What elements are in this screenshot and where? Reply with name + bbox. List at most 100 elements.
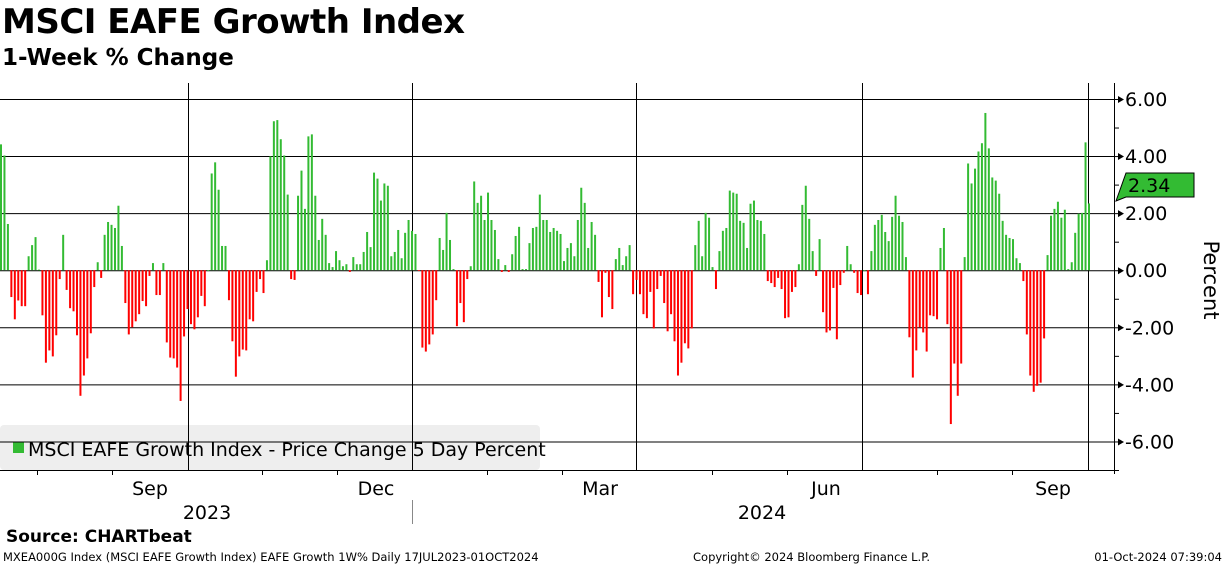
y-tick-arrow: [1118, 210, 1124, 218]
bar: [345, 264, 348, 271]
bar: [172, 270, 175, 359]
bar: [72, 270, 75, 312]
bar: [373, 172, 376, 271]
bar: [562, 261, 565, 271]
bar: [687, 270, 690, 349]
bar: [535, 226, 538, 271]
bar: [41, 270, 44, 316]
bar: [880, 214, 883, 271]
last-value-label: 2.34: [1128, 175, 1170, 197]
bar: [438, 237, 441, 271]
bar: [701, 256, 704, 271]
bar: [276, 120, 279, 271]
bar: [145, 270, 148, 307]
bar: [787, 270, 790, 318]
bar: [860, 270, 863, 296]
year-label: 2023: [183, 502, 231, 524]
bar: [663, 270, 666, 304]
bar: [1012, 239, 1015, 271]
bar: [221, 245, 224, 271]
bar: [341, 266, 344, 271]
bar: [839, 270, 842, 286]
bar: [65, 270, 68, 290]
bar: [352, 257, 355, 271]
bars: [0, 112, 1090, 425]
bar: [704, 212, 707, 271]
bar: [214, 162, 217, 271]
bar: [984, 112, 987, 271]
bar: [428, 270, 431, 345]
bar: [307, 136, 310, 271]
bar: [1032, 270, 1035, 392]
bar: [987, 148, 990, 271]
bar: [621, 265, 624, 271]
bar: [607, 270, 610, 298]
chart-title: MSCI EAFE Growth Index: [2, 2, 465, 42]
bar: [556, 230, 559, 271]
bar: [231, 270, 234, 342]
bar: [93, 270, 96, 288]
bar: [898, 215, 901, 271]
bar: [189, 270, 192, 325]
bar: [324, 234, 327, 271]
bar: [666, 270, 669, 332]
bar: [103, 234, 106, 271]
bar: [424, 270, 427, 352]
bar: [355, 264, 358, 271]
bar: [386, 185, 389, 271]
bar: [949, 270, 952, 425]
y-tick-arrow: [1118, 324, 1124, 332]
bar: [207, 270, 210, 272]
bar: [1056, 201, 1059, 271]
bar: [366, 231, 369, 271]
bar: [922, 270, 925, 333]
bar: [749, 203, 752, 271]
y-tick-label: -6.00: [1125, 431, 1174, 453]
bar: [1088, 203, 1090, 271]
bar: [17, 270, 20, 301]
bar: [397, 229, 400, 271]
bar: [714, 270, 717, 290]
bar: [55, 270, 58, 336]
bar: [134, 270, 137, 322]
bar: [659, 270, 662, 276]
bar: [946, 270, 949, 325]
bar: [808, 218, 811, 271]
bar: [600, 270, 603, 318]
bar: [404, 232, 407, 271]
bar: [62, 234, 65, 271]
y-axis: 6.00 4.00 2.00 0.00 -2.00 -4.00 -6.00: [1114, 83, 1174, 474]
bar: [286, 194, 289, 271]
y-axis-label: Percent: [1199, 240, 1223, 319]
bar: [359, 264, 362, 271]
bar: [967, 163, 970, 271]
bar: [804, 185, 807, 271]
bar: [497, 259, 500, 271]
bar: [594, 234, 597, 271]
bar: [632, 270, 635, 295]
bar: [414, 233, 417, 271]
timestamp: 01-Oct-2024 07:39:04: [1094, 550, 1222, 564]
bar: [746, 247, 749, 271]
bar: [1063, 209, 1066, 271]
bar: [131, 270, 134, 328]
bar: [369, 247, 372, 271]
bar: [580, 187, 583, 271]
bar: [801, 204, 804, 271]
bar: [193, 270, 196, 330]
bar: [521, 269, 524, 271]
bar: [673, 270, 676, 342]
bar: [473, 181, 476, 271]
bar: [863, 270, 866, 272]
bar: [566, 247, 569, 271]
bar: [483, 219, 486, 271]
bar: [82, 270, 85, 376]
bar: [487, 192, 490, 271]
bar: [763, 233, 766, 271]
bar: [1043, 270, 1046, 339]
bar: [165, 270, 168, 343]
bar: [956, 270, 959, 396]
bar: [549, 231, 552, 271]
bar: [894, 195, 897, 271]
bar: [891, 216, 894, 271]
